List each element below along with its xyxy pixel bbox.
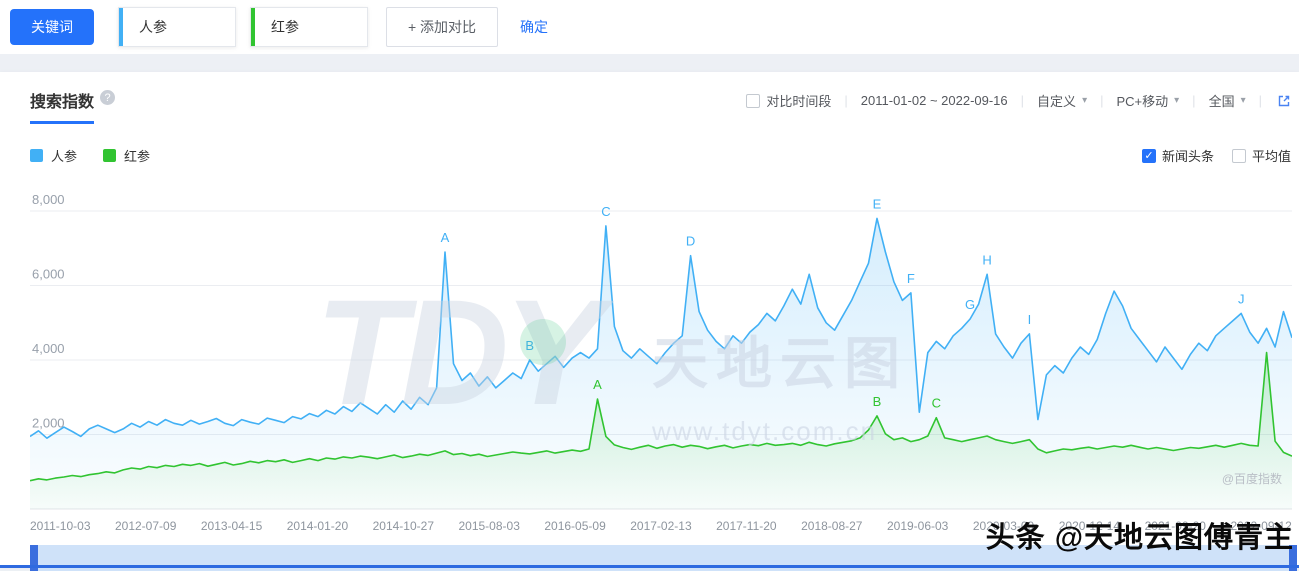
series-line-红参[interactable] bbox=[30, 351, 1292, 482]
chevron-down-icon: ▾ bbox=[1174, 95, 1180, 106]
x-axis-label: 2020-03-09 bbox=[972, 519, 1035, 533]
compare-period-label: 对比时间段 bbox=[766, 94, 832, 109]
divider: | bbox=[1192, 93, 1196, 108]
range-mode-dropdown[interactable]: 自定义 ▾ bbox=[1037, 91, 1087, 110]
keyword-box-1[interactable]: 人参 bbox=[118, 7, 236, 47]
bottom-divider bbox=[0, 565, 1299, 568]
divider: | bbox=[1020, 93, 1025, 108]
divider: | bbox=[844, 93, 848, 108]
scrollbar-handle-right[interactable] bbox=[1289, 545, 1297, 571]
x-axis-label: 2021-09-20 bbox=[1144, 519, 1206, 533]
keyword-toolbar: 关键词 人参 红参 + 添加对比 确定 bbox=[0, 0, 1299, 54]
keyword-color-bar bbox=[119, 8, 123, 46]
divider: | bbox=[1100, 93, 1104, 108]
annotation-letter: C bbox=[932, 396, 941, 411]
keyword-box-2[interactable]: 红参 bbox=[250, 7, 368, 47]
y-tick-label: 6,000 bbox=[32, 267, 65, 282]
search-index-panel: 搜索指数 ? 对比时间段 | 2011-01-02 ~ 2022-09-16 |… bbox=[0, 72, 1299, 571]
y-tick-label: 8,000 bbox=[32, 192, 65, 207]
trend-chart[interactable]: 2,000 4,000 6,000 8,000 A B C D E F G H I J A B C bbox=[30, 171, 1292, 515]
chart-controls: 对比时间段 | 2011-01-02 ~ 2022-09-16 | 自定义 ▾ … bbox=[746, 91, 1291, 110]
x-axis-label: 2018-08-27 bbox=[801, 519, 863, 533]
series-area-人参 bbox=[30, 218, 1292, 509]
series-line-人参[interactable] bbox=[30, 217, 1292, 440]
keyword-text-2: 红参 bbox=[271, 19, 299, 35]
device-dropdown[interactable]: PC+移动 ▾ bbox=[1116, 91, 1179, 110]
annotation-letter: C bbox=[601, 204, 610, 219]
annotation-letter: E bbox=[873, 196, 882, 211]
x-axis-label: 2022-09-12 bbox=[1230, 519, 1292, 533]
legend-swatch bbox=[30, 149, 43, 162]
x-axis-label: 2019-06-03 bbox=[886, 519, 949, 533]
checkbox-icon[interactable] bbox=[1231, 148, 1246, 163]
compare-period-toggle[interactable]: 对比时间段 bbox=[746, 91, 831, 110]
average-checkbox[interactable]: 平均值 bbox=[1231, 146, 1291, 165]
baidu-index-credit: @百度指数 bbox=[1221, 472, 1282, 486]
x-axis-label: 2011-10-03 bbox=[30, 519, 91, 533]
legend-item-renshen[interactable]: 人参 bbox=[30, 146, 77, 165]
keyword-color-bar bbox=[251, 8, 255, 46]
annotation-letter: A bbox=[441, 230, 450, 245]
checkbox-icon[interactable]: ✓ bbox=[1141, 148, 1156, 163]
x-axis-label: 2017-02-13 bbox=[630, 519, 692, 533]
series-area-红参 bbox=[30, 352, 1292, 509]
annotation-letter: J bbox=[1238, 291, 1245, 306]
x-axis-label: 2015-08-03 bbox=[458, 519, 520, 533]
annotation-letter: G bbox=[965, 297, 975, 312]
x-axis-labels: 2011-10-03 2012-07-09 2013-04-15 2014-01-20… bbox=[30, 519, 1292, 533]
x-axis-label: 2012-07-09 bbox=[114, 519, 177, 533]
tab-search-index[interactable]: 搜索指数 bbox=[30, 88, 95, 124]
annotation-letter: A bbox=[593, 377, 602, 392]
x-axis-label: 2014-10-27 bbox=[372, 519, 434, 533]
annotation-letter: F bbox=[907, 271, 915, 286]
legend-swatch bbox=[103, 149, 117, 162]
chevron-down-icon: ▾ bbox=[1240, 95, 1246, 106]
help-icon[interactable]: ? bbox=[100, 90, 116, 105]
y-tick-label: 2,000 bbox=[32, 416, 65, 431]
range-mode-value: 自定义 bbox=[1037, 94, 1077, 109]
annotation-letter: B bbox=[873, 394, 882, 409]
legend-item-hongshen[interactable]: 红参 bbox=[103, 146, 150, 165]
compare-period-checkbox[interactable] bbox=[746, 93, 761, 108]
x-axis-label: 2020-12-14 bbox=[1058, 519, 1121, 533]
device-value: PC+移动 bbox=[1116, 94, 1169, 109]
region-value: 全国 bbox=[1208, 94, 1235, 109]
annotation-letter: D bbox=[686, 234, 695, 249]
keyword-text-1: 人参 bbox=[139, 19, 167, 35]
legend-label: 红参 bbox=[124, 149, 151, 164]
toggle-label: 平均值 bbox=[1251, 149, 1291, 164]
external-link-icon[interactable] bbox=[1277, 94, 1291, 108]
keyword-button[interactable]: 关键词 bbox=[10, 9, 94, 45]
chevron-down-icon: ▾ bbox=[1082, 95, 1088, 106]
legend-row: 人参 红参 ✓ 新闻头条 平均值 bbox=[0, 124, 1299, 165]
chart-legend: 人参 红参 bbox=[30, 146, 150, 165]
add-compare-button[interactable]: + 添加对比 bbox=[386, 7, 498, 47]
chart-toggles: ✓ 新闻头条 平均值 bbox=[1141, 146, 1291, 165]
toggle-label: 新闻头条 bbox=[1161, 149, 1214, 164]
date-range[interactable]: 2011-01-02 ~ 2022-09-16 bbox=[860, 93, 1008, 108]
annotation-letter: I bbox=[1028, 312, 1032, 327]
x-axis-label: 2014-01-20 bbox=[286, 519, 349, 533]
panel-header: 搜索指数 ? 对比时间段 | 2011-01-02 ~ 2022-09-16 |… bbox=[0, 72, 1299, 124]
y-tick-label: 4,000 bbox=[32, 341, 65, 356]
x-axis-label: 2017-11-20 bbox=[716, 519, 777, 533]
annotation-letter: B bbox=[525, 338, 534, 353]
confirm-link[interactable]: 确定 bbox=[520, 19, 548, 35]
x-axis-label: 2016-05-09 bbox=[544, 519, 606, 533]
legend-label: 人参 bbox=[51, 149, 78, 164]
annotation-letter: H bbox=[982, 252, 991, 267]
region-dropdown[interactable]: 全国 ▾ bbox=[1209, 91, 1246, 110]
news-headline-checkbox[interactable]: ✓ 新闻头条 bbox=[1141, 146, 1214, 165]
x-axis-label: 2013-04-15 bbox=[200, 519, 263, 533]
scrollbar-handle-left[interactable] bbox=[30, 545, 38, 571]
chart-area: 2,000 4,000 6,000 8,000 A B C D E F G H I J A B C TDY 天地… bbox=[30, 171, 1292, 515]
divider: | bbox=[1258, 93, 1262, 108]
